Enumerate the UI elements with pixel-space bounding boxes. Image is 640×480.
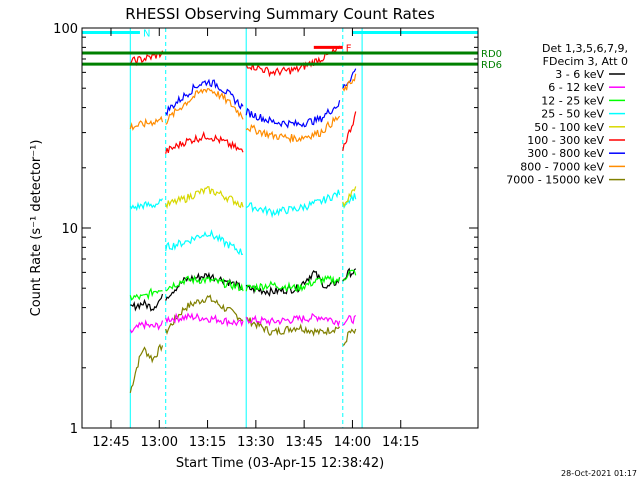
legend-entry-label-0: 3 - 6 keV [555,68,604,81]
timestamp: 28-Oct-2021 01:17 [561,469,637,478]
x-tick-label-3: 13:30 [237,435,274,450]
annotation-label-2: F [346,43,352,54]
series-7-segment-0 [165,78,244,117]
legend-entry-label-5: 100 - 300 keV [527,134,604,147]
legend-entry-label-3: 25 - 50 keV [541,108,604,121]
annotation-label-0: N [143,28,150,39]
series-8-segment-3 [342,73,357,92]
series-4-segment-1 [165,229,244,256]
legend: Det 1,3,5,6,7,9,FDecim 3, Att 03 - 6 keV… [506,42,628,187]
x-tick-label-1: 13:00 [141,435,178,450]
annotation-label-3: RD0 [481,49,502,60]
series-0-segment-3 [342,328,357,346]
series-4-segment-3 [342,193,357,209]
series-5-segment-1 [342,186,357,208]
series-6-segment-3 [342,111,357,152]
y-tick-label-0: 1 [70,422,78,437]
series-2-segment-3 [342,267,357,282]
series-4-segment-2 [245,189,341,219]
legend-entry-label-6: 300 - 800 keV [527,147,604,160]
annotation-label-4: RD6 [481,60,502,71]
legend-header-0: Det 1,3,5,6,7,9, [542,42,628,55]
series-5-segment-0 [165,186,244,210]
y-axis-label: Count Rate (s⁻¹ detector⁻¹) [29,140,44,317]
series-3-segment-1 [165,274,244,292]
series-3-segment-3 [342,269,357,281]
series-6-segment-2 [245,45,341,78]
legend-entry-label-7: 800 - 7000 keV [520,160,604,173]
legend-entry-label-2: 12 - 25 keV [541,94,604,107]
x-tick-label-0: 12:45 [92,435,129,450]
legend-entry-label-8: 7000 - 15000 keV [506,174,604,187]
series-1-segment-2 [245,312,341,328]
x-tick-label-6: 14:15 [382,435,419,450]
plot-frame [81,27,479,429]
series-3-segment-0 [129,287,163,301]
series-3-segment-2 [245,275,341,293]
legend-entry-label-4: 50 - 100 keV [534,121,604,134]
series-8-segment-2 [245,115,341,144]
series-1-segment-1 [165,312,244,328]
series-4-segment-0 [129,198,164,212]
legend-entry-label-1: 6 - 12 keV [548,81,604,94]
x-tick-label-5: 14:00 [334,435,371,450]
chart-title: RHESSI Observing Summary Count Rates [125,5,435,23]
series-2-segment-0 [130,293,164,312]
series-0-segment-2 [246,317,341,337]
y-tick-label-1: 10 [61,222,78,237]
legend-header-1: FDecim 3, Att 0 [543,55,628,68]
series-7-segment-1 [245,100,341,129]
series-1-segment-0 [129,319,164,334]
series-8-segment-1 [165,88,244,125]
y-tick-label-2: 100 [53,22,78,37]
x-axis-label: Start Time (03-Apr-15 12:38:42) [176,456,384,471]
series-6-segment-1 [165,130,244,154]
series-0-segment-0 [129,343,164,394]
series-2-segment-2 [245,269,341,298]
series-0-segment-1 [165,294,244,335]
series-8-segment-0 [129,115,164,131]
series-1-segment-3 [342,314,357,326]
x-tick-label-2: 13:15 [189,435,226,450]
series-7-segment-2 [342,68,357,90]
x-tick-label-4: 13:45 [285,435,322,450]
